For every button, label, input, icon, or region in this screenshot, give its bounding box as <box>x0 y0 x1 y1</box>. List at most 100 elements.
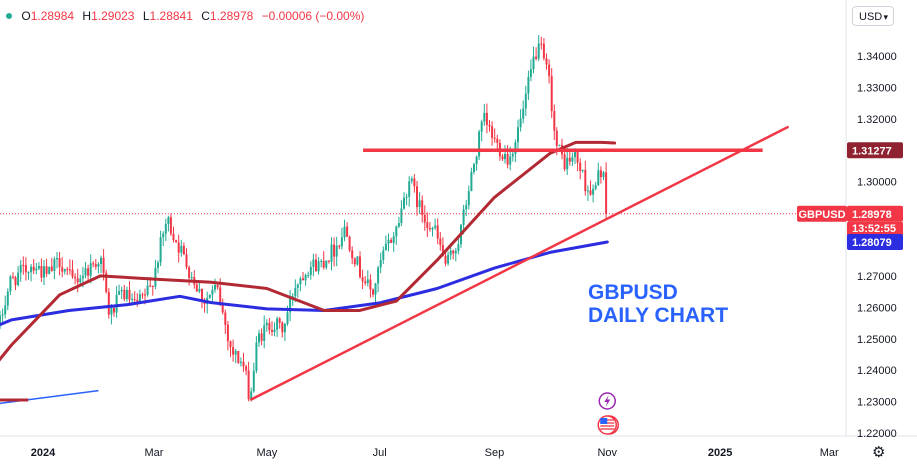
last-price-label-bg <box>847 205 903 222</box>
candle-body <box>343 226 346 238</box>
candle-body <box>426 222 429 228</box>
y-tick-label: 1.33000 <box>857 82 897 94</box>
candle-body <box>335 245 338 257</box>
candle-body <box>410 178 413 182</box>
candle-body <box>452 250 455 254</box>
candle-body <box>384 243 387 251</box>
candle-body <box>115 294 118 313</box>
candle-body <box>76 278 79 283</box>
high-label: H <box>82 9 92 23</box>
last-price-label: 1.28978 <box>852 209 892 221</box>
candle-body <box>542 43 545 59</box>
candle-body <box>61 267 64 272</box>
candle-body <box>431 227 434 230</box>
candle-body <box>19 264 22 273</box>
x-tick-label: May <box>256 447 277 459</box>
candle-body <box>162 233 165 238</box>
candle-body <box>146 285 149 295</box>
candle-body <box>32 266 35 271</box>
y-tick-label: 1.22000 <box>857 428 897 440</box>
open-value: 1.28984 <box>30 9 75 23</box>
candle-body <box>361 277 364 282</box>
candle-body <box>100 257 102 264</box>
indicator-lines <box>0 125 846 405</box>
candle-body <box>501 156 504 160</box>
candle-body <box>149 285 152 287</box>
candle-body <box>0 315 1 324</box>
candle-body <box>338 245 341 247</box>
candle-body <box>50 266 53 271</box>
candle-body <box>296 284 299 288</box>
candle-body <box>12 276 14 278</box>
candle-body <box>226 324 229 342</box>
candle-body <box>480 121 483 132</box>
candle-body <box>286 312 289 324</box>
candle-body <box>581 169 584 171</box>
candle-body <box>159 237 162 263</box>
candle-body <box>522 108 525 119</box>
ma-long-line <box>0 240 609 327</box>
candle-body <box>180 246 183 253</box>
candle-body <box>369 279 372 290</box>
candle-body <box>123 289 126 300</box>
candle-body <box>322 260 325 268</box>
candle-body <box>527 77 530 94</box>
resistance-price-label: 1.31277 <box>852 145 892 157</box>
candle-body <box>553 111 556 131</box>
candle-body <box>141 294 144 296</box>
candle-body <box>105 272 108 292</box>
candle-body <box>488 124 491 127</box>
candle-body <box>102 257 105 273</box>
candle-body <box>506 154 509 165</box>
candle-body <box>302 278 304 281</box>
market-status-dot <box>6 12 12 19</box>
candle-body <box>211 289 214 295</box>
candle-body <box>509 156 512 165</box>
ma-long-price-label: 1.28079 <box>852 237 892 249</box>
candle-body <box>6 291 9 306</box>
candle-body <box>283 323 286 333</box>
candle-body <box>403 197 405 209</box>
candle-body <box>35 268 38 271</box>
candle-body <box>138 294 141 304</box>
event-icons[interactable] <box>597 392 619 435</box>
candle-body <box>198 289 201 292</box>
candle-body <box>566 157 569 170</box>
candle-body <box>154 267 157 287</box>
y-tick-label: 1.30000 <box>857 177 897 189</box>
currency-dropdown[interactable]: USD ▾ <box>852 6 894 26</box>
y-tick-label: 1.34000 <box>857 51 897 63</box>
candle-body <box>136 299 139 303</box>
candle-body <box>195 284 198 292</box>
annotation-line-1: GBPUSD <box>588 281 678 304</box>
candle-body <box>377 267 380 284</box>
candle-body <box>276 318 279 330</box>
candle-body <box>441 245 444 256</box>
ohlc-readout: O1.28984 H1.29023 L1.28841 C1.28978 −0.0… <box>6 9 369 23</box>
candle-body <box>356 256 359 265</box>
candle-body <box>563 154 566 170</box>
candle-body <box>208 294 211 298</box>
gear-icon[interactable]: ⚙ <box>872 444 886 461</box>
x-tick-label: Nov <box>597 447 617 459</box>
symbol-label: GBPUSD <box>798 209 845 221</box>
candle-body <box>48 266 51 274</box>
candle-body <box>110 307 113 315</box>
ma-short-line <box>0 140 617 362</box>
candle-body <box>1 314 4 316</box>
ma-long-price-label-bg <box>847 233 903 250</box>
candle-body <box>239 361 242 363</box>
y-tick-label: 1.25000 <box>857 334 897 346</box>
candle-body <box>372 289 374 295</box>
candle-body <box>63 269 66 272</box>
candle-body <box>151 285 154 287</box>
candle-body <box>359 256 361 278</box>
candle-body <box>260 333 263 341</box>
candle-body <box>71 269 74 277</box>
candle-body <box>537 43 540 59</box>
candle-body <box>504 154 506 160</box>
candle-body <box>408 181 411 197</box>
candle-body <box>320 260 323 262</box>
